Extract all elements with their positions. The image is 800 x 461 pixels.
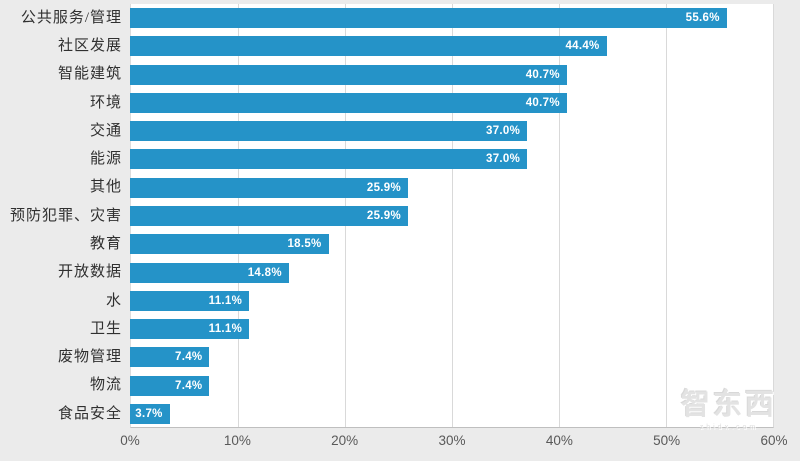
- bar: 25.9%: [130, 205, 408, 226]
- chart-row: 公共服务/管理 55.6%: [0, 4, 774, 32]
- value-label: 55.6%: [685, 12, 720, 25]
- bar: 18.5%: [130, 234, 329, 255]
- bar-track: 37.0%: [130, 121, 774, 142]
- category-label: 卫生: [89, 320, 122, 337]
- category-label: 废物管理: [57, 349, 122, 366]
- gridline: [666, 4, 667, 427]
- bar: 11.1%: [130, 319, 250, 340]
- value-label: 3.7%: [135, 407, 163, 420]
- chart-row: 教育 18.5%: [0, 230, 774, 258]
- bar-track: 25.9%: [130, 177, 774, 198]
- chart-row: 预防犯罪、灾害 25.9%: [0, 202, 774, 230]
- gridline: [773, 4, 774, 427]
- category-label: 能源: [89, 151, 122, 168]
- value-label: 7.4%: [175, 379, 203, 392]
- chart-row: 废物管理 7.4%: [0, 343, 774, 371]
- x-tick-label: 50%: [653, 433, 681, 448]
- chart-row: 能源 37.0%: [0, 145, 774, 173]
- bar: 25.9%: [130, 177, 408, 198]
- bar-track: 11.1%: [130, 319, 774, 340]
- value-label: 37.0%: [486, 153, 521, 166]
- bar-track: 55.6%: [130, 8, 774, 29]
- value-label: 25.9%: [366, 181, 401, 194]
- gridline: [559, 4, 560, 427]
- category-label: 其他: [89, 179, 122, 196]
- bar: 7.4%: [130, 347, 210, 368]
- x-tick-label: 30%: [438, 433, 466, 448]
- bar-track: 25.9%: [130, 205, 774, 226]
- bar: 14.8%: [130, 262, 289, 283]
- bar-track: 40.7%: [130, 92, 774, 113]
- bar-track: 44.4%: [130, 36, 774, 57]
- bar-rows: 公共服务/管理 55.6% 社区发展 44.4% 智能建筑 40.7% 环境 4…: [0, 4, 774, 428]
- bar: 44.4%: [130, 36, 607, 57]
- chart-row: 交通 37.0%: [0, 117, 774, 145]
- bar: 40.7%: [130, 92, 567, 113]
- chart-row: 食品安全 3.7%: [0, 400, 774, 428]
- category-label: 公共服务/管理: [20, 9, 122, 26]
- value-label: 40.7%: [525, 68, 560, 81]
- bar-track: 3.7%: [130, 403, 774, 424]
- value-label: 37.0%: [486, 125, 521, 138]
- x-tick-label: 60%: [760, 433, 788, 448]
- x-tick-label: 40%: [545, 433, 573, 448]
- value-label: 25.9%: [366, 209, 401, 222]
- chart-row: 水 11.1%: [0, 287, 774, 315]
- bar: 7.4%: [130, 375, 210, 396]
- value-label: 14.8%: [247, 266, 282, 279]
- chart-row: 卫生 11.1%: [0, 315, 774, 343]
- chart-row: 物流 7.4%: [0, 371, 774, 399]
- bar: 3.7%: [130, 403, 170, 424]
- category-label: 交通: [89, 122, 122, 139]
- category-label: 水: [105, 292, 122, 309]
- category-label: 预防犯罪、灾害: [9, 207, 122, 224]
- value-label: 18.5%: [287, 238, 322, 251]
- value-label: 11.1%: [208, 294, 243, 307]
- chart-row: 环境 40.7%: [0, 89, 774, 117]
- bar: 40.7%: [130, 64, 567, 85]
- category-label: 环境: [89, 94, 122, 111]
- category-label: 智能建筑: [57, 66, 122, 83]
- bar-track: 37.0%: [130, 149, 774, 170]
- chart-row: 社区发展 44.4%: [0, 32, 774, 60]
- value-label: 40.7%: [525, 96, 560, 109]
- category-label: 食品安全: [57, 405, 122, 422]
- chart-row: 智能建筑 40.7%: [0, 61, 774, 89]
- bar: 11.1%: [130, 290, 250, 311]
- bar-track: 18.5%: [130, 234, 774, 255]
- x-axis: 0% 10% 20% 30% 40% 50% 60%: [120, 433, 787, 453]
- bar-track: 11.1%: [130, 290, 774, 311]
- category-label: 开放数据: [57, 264, 122, 281]
- x-tick-label: 10%: [223, 433, 251, 448]
- value-label: 44.4%: [565, 40, 600, 53]
- bar-track: 40.7%: [130, 64, 774, 85]
- category-label: 物流: [89, 377, 122, 394]
- chart-row: 其他 25.9%: [0, 174, 774, 202]
- bar-track: 7.4%: [130, 347, 774, 368]
- value-label: 7.4%: [175, 351, 203, 364]
- bar: 37.0%: [130, 149, 528, 170]
- bar: 55.6%: [130, 8, 727, 29]
- bar: 37.0%: [130, 121, 528, 142]
- x-tick-label: 0%: [120, 433, 140, 448]
- x-tick-label: 20%: [331, 433, 359, 448]
- bar-track: 7.4%: [130, 375, 774, 396]
- bar-track: 14.8%: [130, 262, 774, 283]
- category-label: 教育: [89, 236, 122, 252]
- category-label: 社区发展: [57, 38, 122, 55]
- gridline: [452, 4, 453, 427]
- chart-row: 开放数据 14.8%: [0, 258, 774, 286]
- value-label: 11.1%: [208, 323, 243, 336]
